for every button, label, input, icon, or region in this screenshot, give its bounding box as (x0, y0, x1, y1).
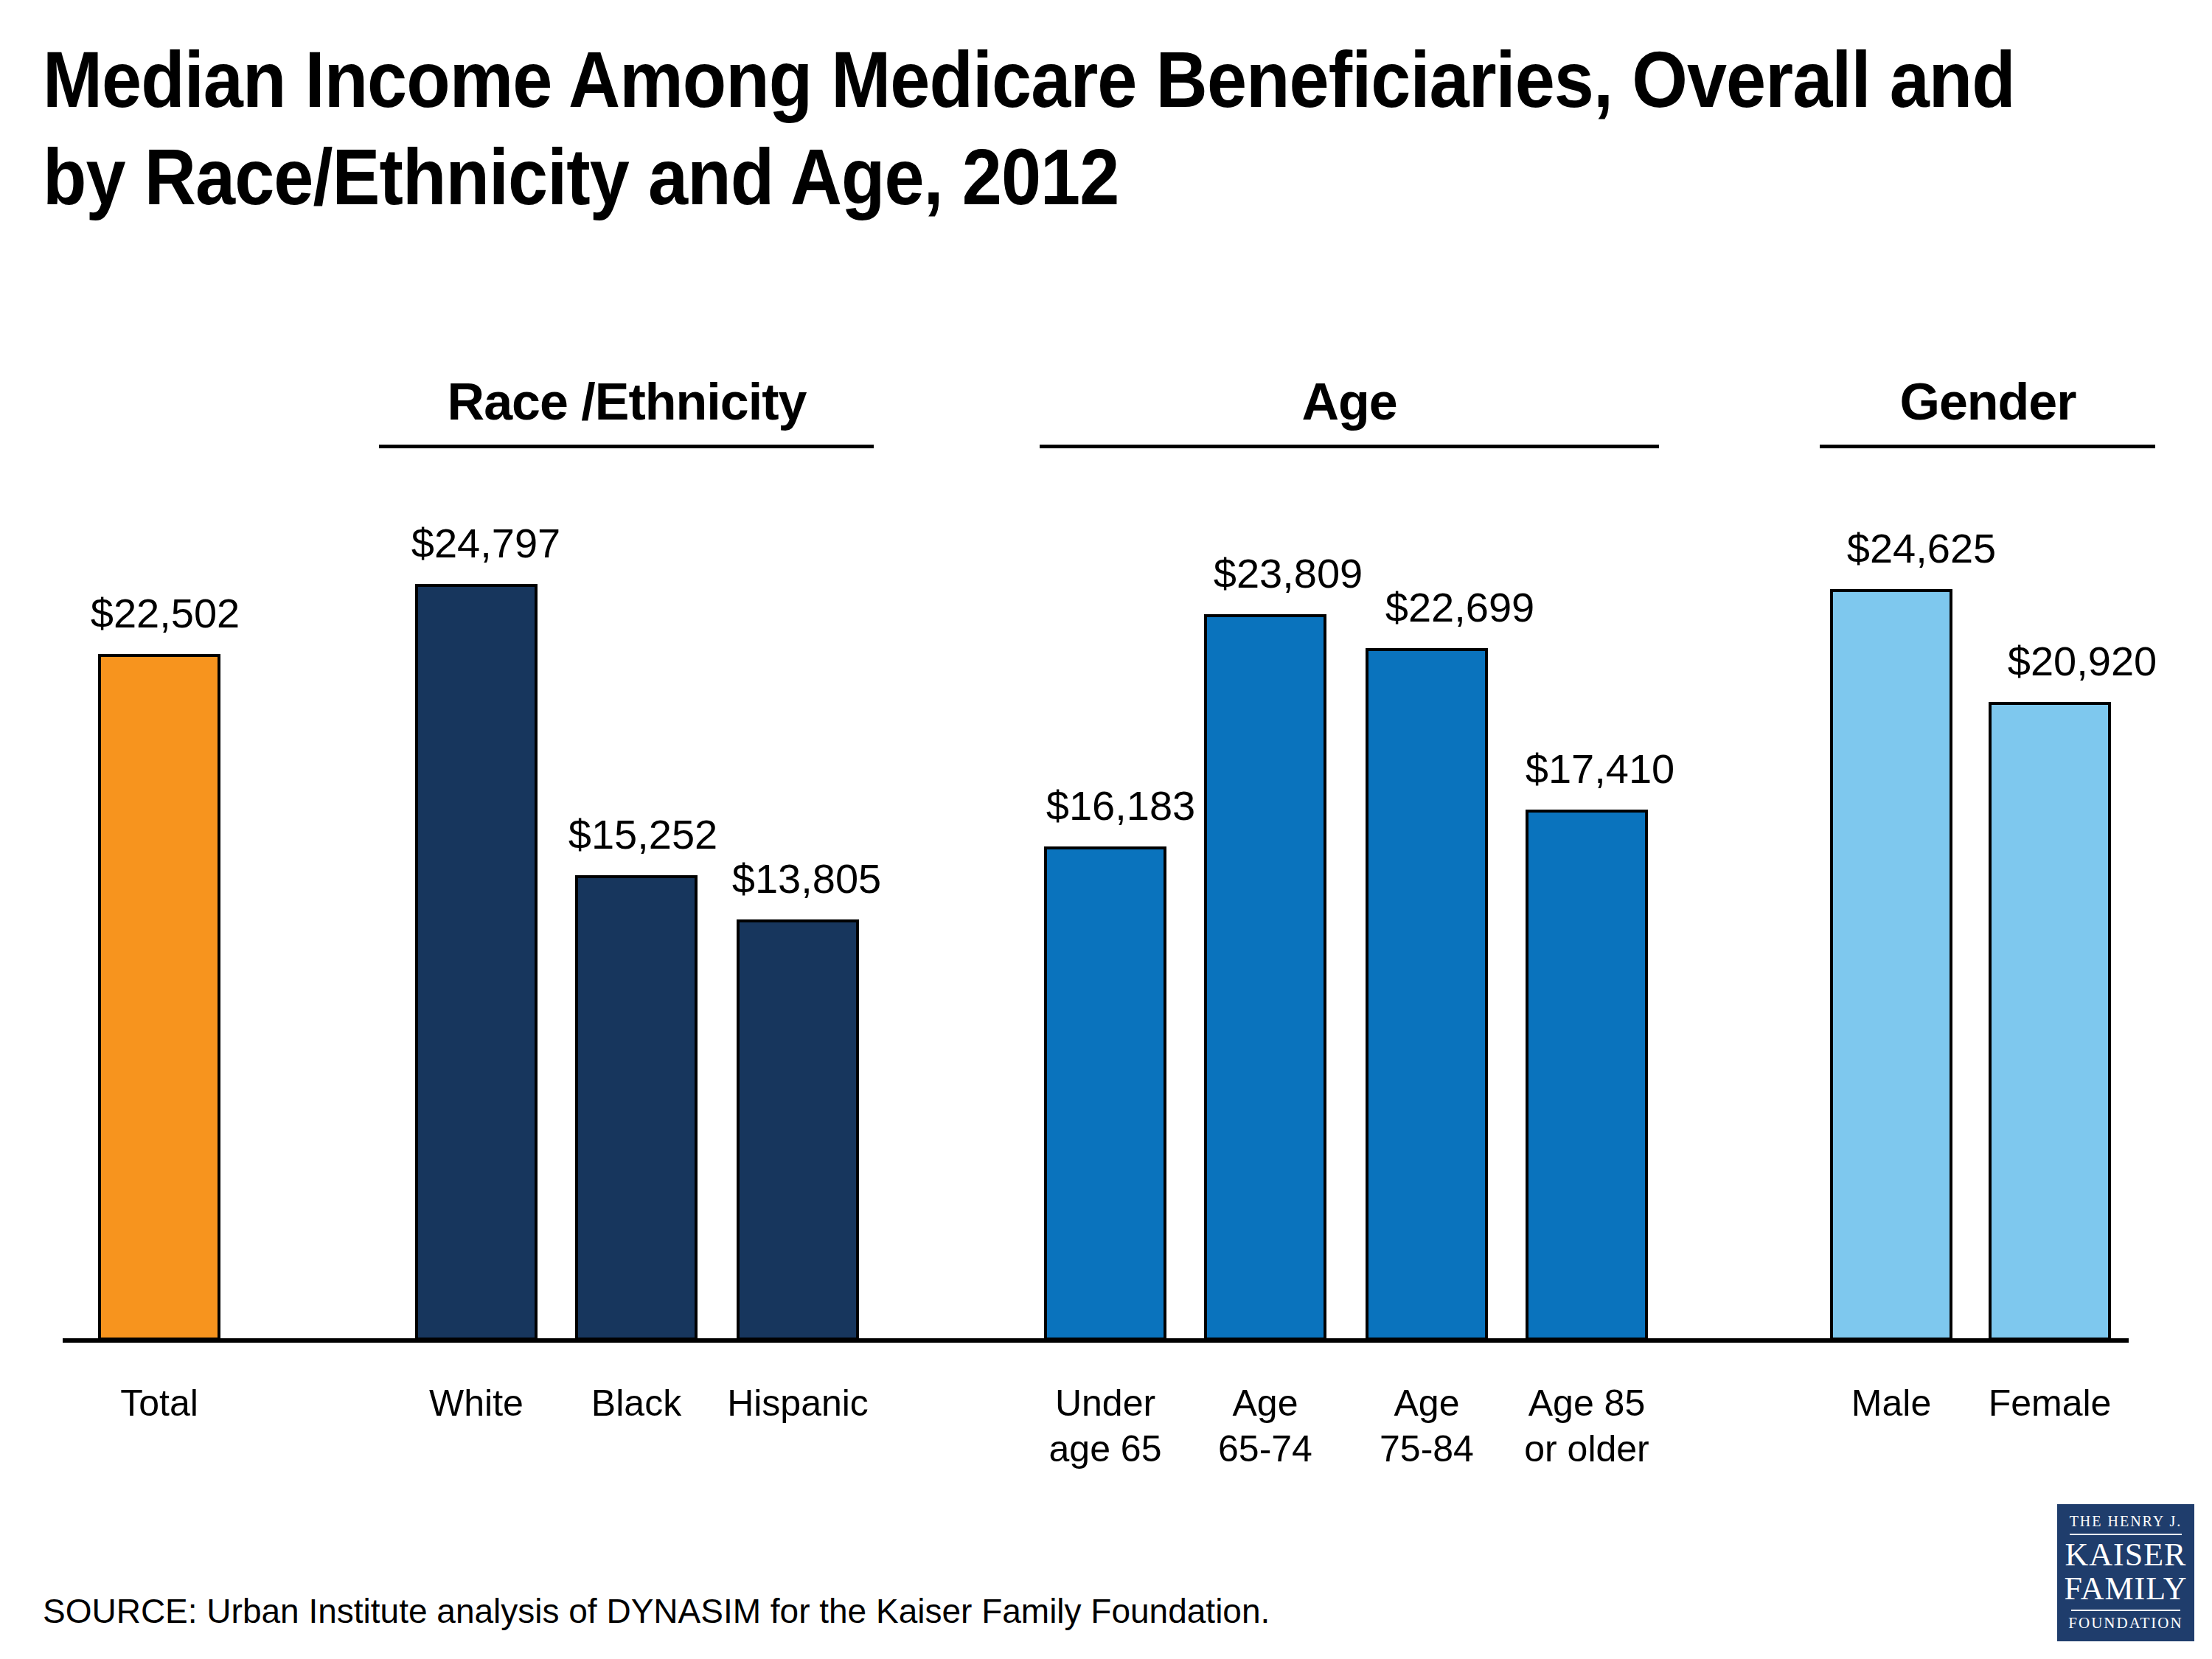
bar-age-85-or-older (1526, 810, 1648, 1340)
bar-age-65-74 (1204, 614, 1326, 1340)
kff-logo-foundation: FOUNDATION (2057, 1614, 2194, 1632)
category-label-total: Total (4, 1380, 314, 1426)
category-label-age-85-or-older-line-2: or older (1432, 1426, 1742, 1472)
source-note: SOURCE: Urban Institute analysis of DYNA… (43, 1591, 1270, 1631)
bar-female (1989, 702, 2111, 1340)
bar-black (575, 875, 698, 1340)
category-label-hispanic-line-1: Hispanic (643, 1380, 953, 1426)
chart-title-line-2: by Race/Ethnicity and Age, 2012 (43, 128, 2015, 226)
bar-hispanic (737, 919, 859, 1340)
category-label-age-85-or-older: Age 85or older (1432, 1380, 1742, 1472)
value-label-white: $24,797 (331, 521, 641, 566)
kff-logo: THE HENRY J. KAISER FAMILY FOUNDATION (2057, 1504, 2194, 1641)
category-label-female-line-1: Female (1895, 1380, 2205, 1426)
kff-logo-divider (2071, 1610, 2180, 1611)
chart-title: Median Income Among Medicare Beneficiari… (43, 31, 2015, 226)
category-label-age-85-or-older-line-1: Age 85 (1432, 1380, 1742, 1426)
category-label-female: Female (1895, 1380, 2205, 1426)
bar-white (415, 584, 538, 1340)
value-label-female: $20,920 (1927, 639, 2212, 684)
group-header-underline-race-ethnicity (379, 445, 874, 448)
chart-title-line-1: Median Income Among Medicare Beneficiari… (43, 31, 2015, 128)
category-label-total-line-1: Total (4, 1380, 314, 1426)
group-header-underline-age (1040, 445, 1659, 448)
category-label-hispanic: Hispanic (643, 1380, 953, 1426)
value-label-male: $24,625 (1767, 526, 2076, 571)
bar-under-age-65 (1044, 846, 1166, 1340)
x-axis-line (63, 1338, 2129, 1343)
kff-logo-family: FAMILY (2057, 1572, 2194, 1606)
bar-male (1830, 589, 1952, 1340)
bar-total (98, 654, 220, 1340)
group-header-gender: Gender (1656, 372, 2212, 431)
group-header-race-ethnicity: Race /Ethnicity (295, 372, 959, 431)
value-label-hispanic: $13,805 (652, 856, 961, 902)
value-label-total: $22,502 (10, 591, 320, 636)
value-label-age-85-or-older: $17,410 (1445, 746, 1755, 792)
group-header-age: Age (1018, 372, 1681, 431)
value-label-age-75-84: $22,699 (1305, 585, 1615, 630)
value-label-black: $15,252 (488, 812, 798, 858)
kff-logo-kaiser: KAISER (2057, 1538, 2194, 1572)
group-header-underline-gender (1820, 445, 2155, 448)
kff-logo-henry-j: THE HENRY J. (2070, 1513, 2183, 1535)
chart: Median Income Among Medicare Beneficiari… (0, 0, 2212, 1659)
